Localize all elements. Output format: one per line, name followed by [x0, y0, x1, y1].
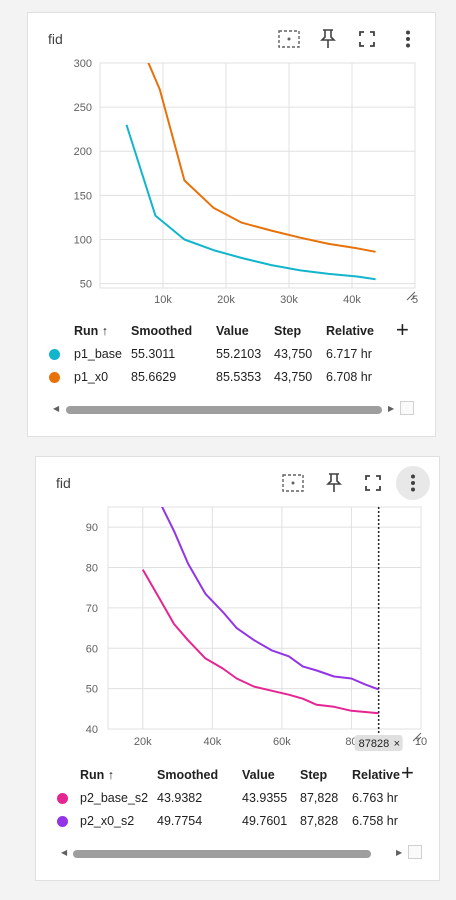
y-tick-label: 60 — [86, 643, 98, 655]
x-tick-label: 10k — [154, 294, 172, 306]
series-line-p2_base_s2[interactable] — [141, 569, 379, 715]
relative-cell: 6.758 hr — [352, 814, 398, 828]
y-tick-label: 50 — [80, 279, 92, 291]
series-line-p1_base[interactable] — [125, 124, 376, 281]
x-tick-label: 40k — [343, 294, 361, 306]
value-cell: 49.7601 — [242, 814, 288, 828]
run-color-dot — [57, 816, 68, 827]
relative-cell: 6.763 hr — [352, 791, 398, 805]
resize-handle[interactable] — [400, 401, 414, 415]
hover-step-badge — [354, 735, 403, 751]
column-header[interactable]: Step — [300, 768, 328, 782]
smoothed-value: 55.3011 — [131, 347, 176, 361]
y-tick-label: 150 — [74, 190, 92, 202]
resize-handle[interactable] — [408, 845, 422, 859]
column-header[interactable]: Value — [216, 324, 249, 338]
relative-cell: 6.708 hr — [326, 370, 372, 384]
run-name: p1_x0 — [74, 370, 109, 384]
y-tick-label: 100 — [74, 234, 92, 246]
run-color-dot — [49, 349, 60, 360]
series-line-p2_x0_s2[interactable] — [160, 503, 380, 691]
scroll-right-arrow[interactable]: ▶ — [396, 848, 403, 857]
add-column-icon[interactable]: + — [396, 317, 409, 342]
plot-area — [99, 62, 416, 289]
chart-card-1: fid 10k 20k 30k 40k 5 50 100 150 200 250 300 Run ↑… — [27, 12, 436, 437]
card-title: fid — [56, 475, 71, 491]
y-tick-label: 40 — [86, 724, 98, 736]
x-tick-label: 30k — [280, 294, 298, 306]
fullscreen-icon[interactable] — [360, 470, 386, 496]
step-cell: 87,828 — [300, 814, 339, 828]
pin-icon[interactable] — [315, 26, 341, 52]
horizontal-scrollbar[interactable] — [73, 850, 371, 858]
value-cell: 55.2103 — [216, 347, 262, 361]
line-chart[interactable]: 10k 20k 30k 40k 5 50 100 150 200 250 300 — [28, 13, 437, 313]
y-tick-label: 90 — [86, 522, 98, 534]
more-options-icon[interactable] — [395, 26, 421, 52]
line-chart[interactable]: 20k 40k 60k 80 10 40 50 60 70 80 90 87828 × — [36, 457, 441, 762]
plot-resize-icon — [412, 732, 422, 742]
x-tick-label: 80 — [345, 736, 357, 748]
add-column-icon[interactable]: + — [401, 760, 414, 785]
relative-cell: 6.717 hr — [326, 347, 372, 361]
run-color-dot — [57, 793, 68, 804]
x-tick-label: 5 — [412, 294, 418, 306]
column-header[interactable]: Smoothed — [157, 768, 219, 782]
x-tick-label: 20k — [134, 736, 152, 748]
close-icon[interactable]: × — [394, 738, 400, 750]
y-tick-label: 70 — [86, 603, 98, 615]
more-options-icon[interactable] — [396, 466, 430, 500]
fullscreen-icon[interactable] — [354, 26, 380, 52]
card-title: fid — [48, 31, 63, 47]
y-tick-label: 80 — [86, 563, 98, 575]
column-header[interactable]: Relative — [352, 768, 400, 782]
run-color-dot — [49, 372, 60, 383]
plot-area — [107, 506, 422, 730]
fit-domain-icon[interactable] — [280, 470, 306, 496]
column-header[interactable]: Run ↑ — [74, 324, 109, 338]
y-tick-label: 300 — [74, 58, 92, 70]
y-tick-label: 250 — [74, 102, 92, 114]
run-name: p2_base_s2 — [80, 791, 149, 805]
value-cell: 85.5353 — [216, 370, 262, 384]
column-header[interactable]: Smoothed — [131, 324, 193, 338]
value-cell: 43.9355 — [242, 791, 288, 805]
x-tick-label: 60k — [273, 736, 291, 748]
y-tick-label: 50 — [86, 684, 98, 696]
series-line-p1_x0[interactable] — [147, 59, 376, 253]
x-tick-label: 40k — [203, 736, 221, 748]
horizontal-scrollbar[interactable] — [66, 406, 382, 414]
smoothed-value: 85.6629 — [131, 370, 177, 384]
column-header[interactable]: Run ↑ — [80, 768, 115, 782]
column-header[interactable]: Relative — [326, 324, 374, 338]
step-cell: 87,828 — [300, 791, 339, 805]
y-tick-label: 200 — [74, 146, 92, 158]
column-header[interactable]: Value — [242, 768, 275, 782]
fit-domain-icon[interactable] — [276, 26, 302, 52]
scroll-left-arrow[interactable]: ◀ — [61, 848, 68, 857]
run-name: p1_base — [74, 347, 122, 361]
smoothed-value: 49.7754 — [157, 814, 203, 828]
x-tick-label: 10 — [415, 736, 427, 748]
chart-card-2: fid 20k 40k 60k 80 10 40 50 60 70 80 90 87828 × Run … — [35, 456, 440, 881]
step-cell: 43,750 — [274, 347, 313, 361]
run-name: p2_x0_s2 — [80, 814, 135, 828]
hover-step-label: 87828 — [359, 738, 390, 750]
scroll-right-arrow[interactable]: ▶ — [388, 404, 395, 413]
plot-resize-icon — [406, 291, 416, 301]
step-cell: 43,750 — [274, 370, 313, 384]
x-tick-label: 20k — [217, 294, 235, 306]
pin-icon[interactable] — [321, 470, 347, 496]
scroll-left-arrow[interactable]: ◀ — [53, 404, 60, 413]
column-header[interactable]: Step — [274, 324, 302, 338]
smoothed-value: 43.9382 — [157, 791, 203, 805]
